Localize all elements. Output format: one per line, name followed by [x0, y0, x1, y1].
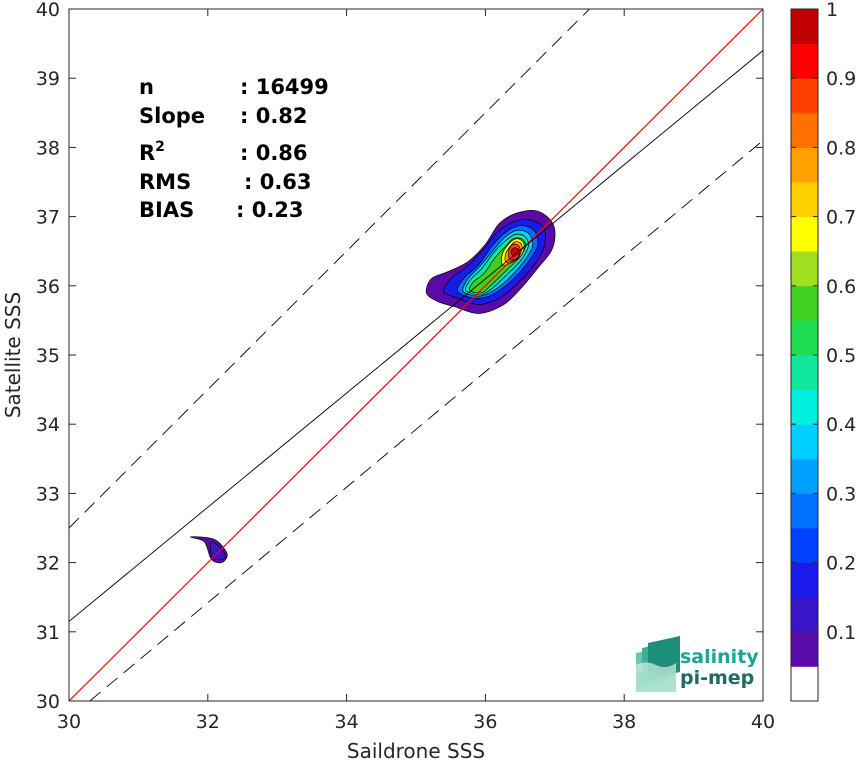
- y-axis-ticks: 30 31 32 33 34 35 36 37 38 39 40: [36, 0, 763, 713]
- colorbar-segment: [791, 493, 818, 529]
- y-tick-label: 35: [36, 345, 60, 367]
- colorbar-segment: [791, 389, 818, 425]
- colorbar-segment: [791, 285, 818, 321]
- fit-line: [69, 50, 763, 622]
- colorbar-segment: [791, 147, 818, 183]
- colorbar-segment: [791, 182, 818, 217]
- reference-lines: [69, 9, 763, 701]
- colorbar-segment: [791, 43, 818, 79]
- density-contours: [190, 209, 556, 564]
- stat-label: Slope: [139, 104, 205, 128]
- y-tick-label: 38: [36, 137, 60, 159]
- contour-0.1: [209, 541, 226, 561]
- upper-bound-line: [69, 9, 590, 529]
- colorbar-segment: [791, 355, 818, 390]
- y-tick-label: 33: [36, 483, 60, 505]
- y-tick-label: 34: [36, 414, 60, 436]
- colorbar-tick-label: 0.5: [826, 345, 856, 367]
- cluster-minor: [190, 536, 228, 564]
- colorbar-segment: [791, 528, 818, 563]
- colorbar-segment: [791, 562, 818, 598]
- colorbar-segment: [791, 458, 818, 494]
- colorbar-tick-label: 0.2: [826, 553, 856, 575]
- y-tick-label: 36: [36, 276, 60, 298]
- y-tick-label: 31: [36, 622, 60, 644]
- x-tick-label: 38: [612, 711, 636, 733]
- x-axis-ticks: 30 32 34 36 38 40: [57, 9, 775, 733]
- colorbar-segment: [791, 216, 818, 252]
- stat-value: : 0.23: [236, 198, 304, 222]
- colorbar-tick-label: 0.7: [826, 207, 856, 229]
- y-tick-label: 37: [36, 207, 60, 229]
- y-axis-label: Satellite SSS: [1, 292, 25, 418]
- logo-line2: pi-mep: [680, 667, 754, 689]
- colorbar-tick-label: 0.9: [826, 68, 856, 90]
- colorbar-tick-label: 0.6: [826, 276, 856, 298]
- y-tick-label: 40: [36, 0, 60, 21]
- y-tick-label: 30: [36, 691, 60, 713]
- x-tick-label: 32: [196, 711, 220, 733]
- colorbar-segment: [791, 597, 818, 633]
- y-tick-label: 32: [36, 553, 60, 575]
- y-tick-label: 39: [36, 68, 60, 90]
- identity-line: [69, 9, 763, 701]
- colorbar-segment: [791, 631, 818, 667]
- cluster-main: [425, 209, 556, 314]
- colorbar-tick-label: 0.1: [826, 622, 856, 644]
- colorbar-tick-label: 1: [826, 0, 838, 21]
- stat-label: RMS: [139, 170, 191, 194]
- x-tick-label: 36: [473, 711, 497, 733]
- stat-label: BIAS: [139, 198, 194, 222]
- colorbar-segment: [791, 251, 818, 287]
- colorbar-segment: [791, 9, 818, 44]
- colorbar-tick-label: 0.8: [826, 137, 856, 159]
- colorbar-segment: [791, 112, 818, 148]
- x-tick-label: 40: [751, 711, 775, 733]
- stat-value: : 16499: [240, 75, 329, 99]
- stat-value: : 0.86: [240, 141, 308, 165]
- colorbar-tick-label: 0.3: [826, 483, 856, 505]
- x-axis-label: Saildrone SSS: [347, 739, 485, 763]
- colorbar-tick-label: 0.4: [826, 414, 856, 436]
- stat-label-sup: 2: [155, 139, 165, 155]
- colorbar-segment: [791, 320, 818, 356]
- x-tick-label: 30: [57, 711, 81, 733]
- colorbar: 0.1 0.2 0.3 0.4 0.5 0.6 0.7 0.8 0.9 1: [790, 0, 856, 702]
- x-tick-label: 34: [335, 711, 359, 733]
- logo-line1: salinity: [680, 646, 759, 668]
- stat-value: : 0.82: [240, 104, 308, 128]
- colorbar-segment: [791, 78, 818, 114]
- stat-label: n: [139, 75, 154, 99]
- colorbar-segment: [791, 424, 818, 460]
- lower-bound-line: [89, 140, 763, 701]
- salinity-pi-mep-logo: salinity pi-mep: [636, 636, 759, 692]
- stat-value: : 0.63: [244, 170, 312, 194]
- colorbar-segment: [791, 666, 818, 702]
- waves-icon: [636, 636, 680, 692]
